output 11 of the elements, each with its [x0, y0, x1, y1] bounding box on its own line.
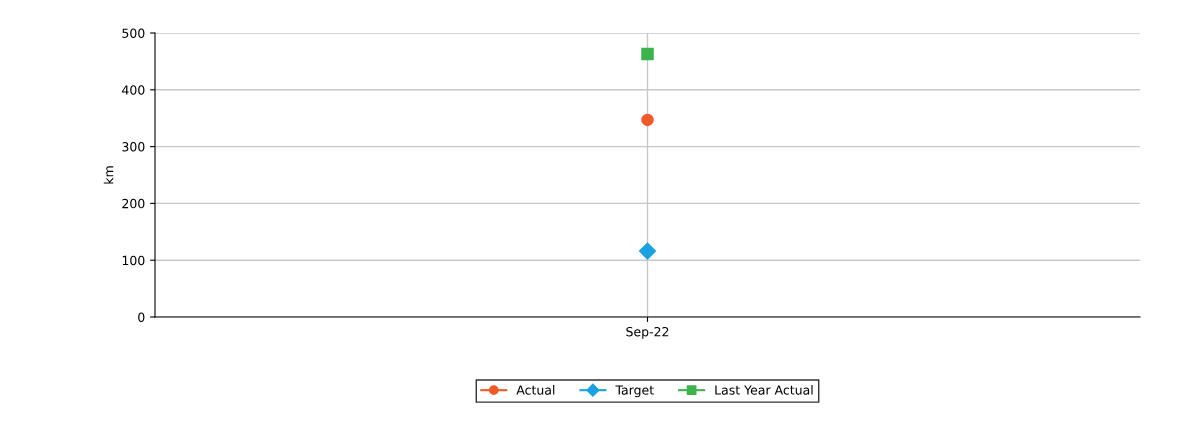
y-tick-label: 400	[122, 85, 145, 95]
y-tick-label: 100	[122, 255, 145, 266]
y-tick-label: 500	[122, 28, 145, 38]
y-tick-label: 200	[122, 198, 145, 209]
legend-label: Last Year Actual	[715, 385, 813, 395]
y-axis-title: km	[103, 166, 114, 184]
y-tick-label: 0	[138, 312, 145, 322]
x-tick-label: Sep-22	[626, 326, 669, 339]
legend-label: Target	[615, 385, 654, 398]
y-tick-label: 300	[122, 142, 145, 152]
legend-label: Actual	[516, 385, 555, 395]
